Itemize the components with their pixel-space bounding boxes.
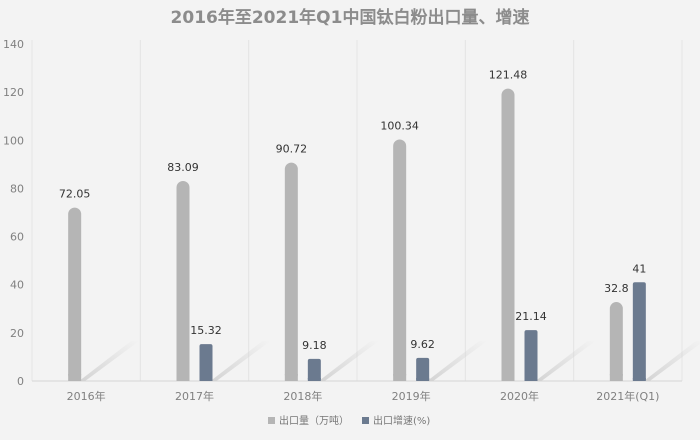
bar-export-growth-base	[416, 378, 430, 381]
legend-swatch	[268, 417, 275, 424]
bar-export-growth	[632, 282, 646, 381]
data-label-export-volume: 90.72	[276, 143, 308, 156]
y-tick-label: 60	[10, 231, 24, 244]
data-label-export-volume: 32.8	[604, 282, 629, 295]
y-tick-label: 0	[17, 375, 24, 388]
bar-shadow	[79, 341, 140, 381]
legend-label: 出口量（万吨）	[279, 414, 349, 427]
bar-export-growth	[307, 358, 321, 381]
data-labels: 72.05 83.09 15.32 90.72 9.18 100.34 9.62 121.48…	[59, 69, 646, 352]
x-tick-label: 2020年	[500, 389, 539, 403]
data-label-export-volume: 72.05	[59, 188, 91, 201]
bar-export-volume-base	[393, 374, 407, 381]
data-label-export-volume: 100.34	[380, 119, 419, 132]
bar-export-volume-base	[284, 374, 298, 381]
bar-export-growth-base	[632, 378, 646, 381]
bar-export-volume-base	[501, 374, 515, 381]
y-tick-label: 20	[10, 327, 24, 340]
bar-shadow	[210, 341, 271, 381]
legend-label: 出口增速(%)	[373, 414, 430, 427]
bar-export-growth-base	[524, 378, 538, 381]
legend: 出口量（万吨） 出口增速(%)	[268, 414, 430, 427]
data-label-export-volume: 121.48	[489, 69, 528, 82]
bar-export-growth	[199, 344, 213, 381]
bar-export-growth	[524, 330, 538, 381]
x-tick-label: 2016年	[67, 389, 106, 403]
bar-export-volume	[284, 162, 298, 381]
y-tick-label: 80	[10, 182, 24, 195]
bar-export-volume	[176, 180, 190, 381]
legend-swatch	[362, 417, 369, 424]
bar-export-volume-base	[68, 374, 82, 381]
bar-export-volume	[393, 139, 407, 381]
grid	[31, 40, 683, 382]
bar-export-volume-base	[609, 374, 623, 381]
bar-export-volume	[501, 88, 515, 381]
bar-export-volume	[68, 207, 82, 381]
data-label-export-volume: 83.09	[167, 161, 199, 174]
x-tick-label: 2021年(Q1)	[596, 389, 659, 403]
x-tick-label: 2017年	[175, 389, 214, 403]
bar-export-growth	[416, 357, 430, 381]
bar-export-volume-base	[176, 374, 190, 381]
bar-shadows	[79, 341, 700, 381]
bar-shadow	[535, 341, 596, 381]
y-tick-label: 140	[3, 38, 24, 51]
data-label-export-growth: 41	[632, 262, 646, 275]
data-label-export-growth: 9.18	[302, 339, 327, 352]
x-axis: 2016年 2017年 2018年 2019年 2020年 2021年(Q1)	[67, 389, 660, 403]
y-tick-label: 40	[10, 279, 24, 292]
data-label-export-growth: 9.62	[410, 338, 435, 351]
bar-export-volume	[609, 302, 623, 381]
y-tick-label: 100	[3, 134, 24, 147]
bar-export-growth-base	[307, 378, 321, 381]
bars	[68, 88, 646, 381]
x-tick-label: 2018年	[283, 389, 322, 403]
x-tick-label: 2019年	[392, 389, 431, 403]
data-label-export-growth: 21.14	[515, 310, 547, 323]
data-label-export-growth: 15.32	[190, 324, 222, 337]
y-axis: 0 20 40 60 80 100 120 140	[3, 38, 24, 388]
bar-shadow	[318, 341, 379, 381]
bar-export-growth-base	[199, 378, 213, 381]
bar-shadow	[643, 341, 700, 381]
y-tick-label: 120	[3, 86, 24, 99]
bar-shadow	[427, 341, 488, 381]
chart-title: 2016年至2021年Q1中国钛白粉出口量、增速	[171, 7, 530, 28]
